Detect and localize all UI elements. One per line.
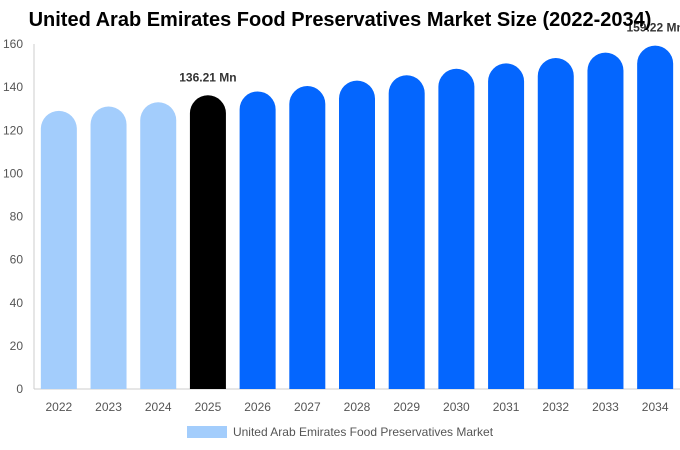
x-tick-label: 2025 (195, 400, 222, 414)
bar-2033 (587, 52, 624, 389)
bar-2024 (140, 102, 177, 389)
bar-2030 (438, 68, 475, 389)
bar-2028 (339, 80, 375, 389)
legend-swatch (186, 426, 227, 438)
y-tick-label: 100 (3, 166, 23, 180)
bar-2025 (189, 95, 226, 390)
y-tick-label: 40 (10, 296, 24, 310)
x-axis: 2022 2023 2024 2025 2026 2027 2028 2029 2030 2031… (34, 388, 680, 414)
bar-2027 (289, 86, 326, 389)
y-tick-label: 0 (16, 382, 23, 396)
y-tick-label: 120 (3, 123, 23, 137)
bar-2029 (388, 75, 425, 389)
y-tick-label: 60 (10, 253, 24, 267)
bar-2034 (637, 45, 674, 389)
x-tick-label: 2027 (294, 400, 321, 414)
bar-2023 (90, 106, 127, 389)
bar-2022 (40, 110, 77, 389)
legend-label: United Arab Emirates Food Preservatives … (232, 425, 494, 439)
bar-2032 (537, 58, 574, 389)
y-axis: 0 20 40 60 80 100 120 140 160 (3, 37, 35, 396)
chart-title: United Arab Emirates Food Preservatives … (28, 9, 652, 31)
y-tick-label: 80 (10, 210, 24, 224)
y-tick-label: 160 (3, 37, 23, 51)
data-label-2025: 136.21 Mn (179, 70, 236, 84)
y-tick-label: 140 (3, 80, 23, 94)
data-label-2034: 159.22 Mn (626, 21, 680, 35)
y-tick-label: 20 (10, 339, 24, 353)
x-tick-label: 2026 (244, 400, 271, 414)
legend: United Arab Emirates Food Preservatives … (0, 425, 680, 439)
x-tick-label: 2032 (542, 400, 569, 414)
x-tick-label: 2033 (592, 400, 619, 414)
x-tick-label: 2030 (443, 400, 470, 414)
data-labels: 136.21 Mn 159.22 Mn (179, 21, 680, 85)
bar-2031 (488, 63, 525, 389)
bar-2026 (239, 91, 276, 389)
x-tick-label: 2024 (145, 400, 172, 414)
x-tick-label: 2022 (45, 400, 72, 414)
bars (40, 45, 674, 390)
x-tick-label: 2028 (344, 400, 371, 414)
x-tick-label: 2031 (493, 400, 520, 414)
x-tick-label: 2029 (393, 400, 420, 414)
x-tick-label: 2034 (642, 400, 669, 414)
x-tick-label: 2023 (95, 400, 122, 414)
